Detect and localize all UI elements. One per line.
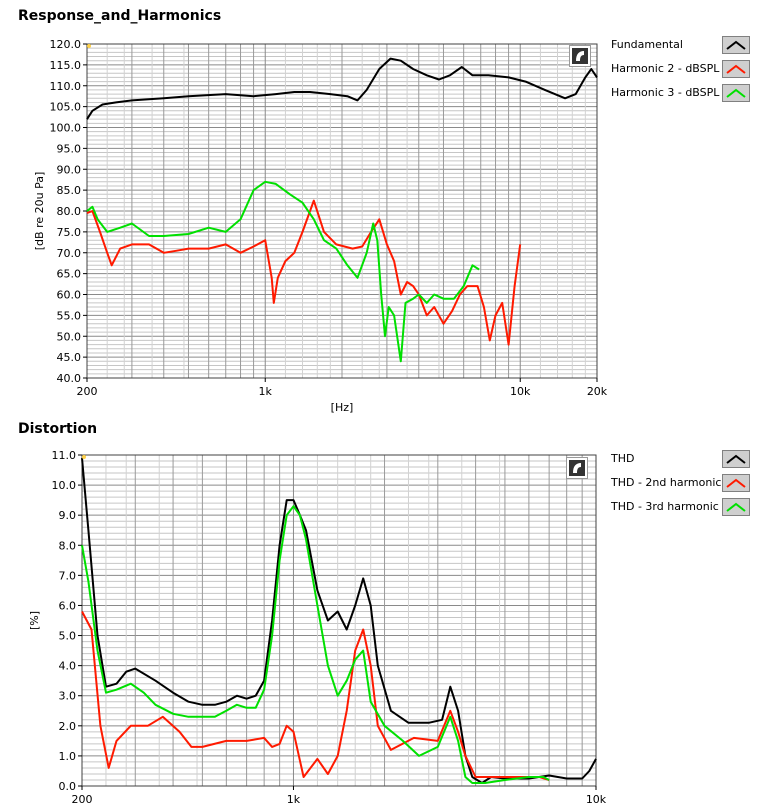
legend-swatch-icon[interactable] <box>722 84 750 102</box>
y-axis-label: [dB re 20u Pa] <box>33 172 46 251</box>
legend-entry[interactable]: Harmonic 3 - dBSPL <box>611 84 765 104</box>
y-tick-label: 9.0 <box>59 509 77 522</box>
y-tick-label: 110.0 <box>50 80 82 93</box>
y-axis-label: [%] <box>28 611 41 630</box>
legend-entry[interactable]: THD <box>611 450 765 470</box>
y-tick-label: 90.0 <box>57 163 82 176</box>
legend-swatch-icon[interactable] <box>722 450 750 468</box>
x-tick-label: 200 <box>72 793 93 804</box>
cursor-marker <box>82 455 86 459</box>
y-tick-label: 60.0 <box>57 289 82 302</box>
y-tick-label: 11.0 <box>52 449 77 462</box>
y-tick-label: 105.0 <box>50 101 82 114</box>
y-tick-label: 65.0 <box>57 268 82 281</box>
legend-swatch-icon[interactable] <box>722 474 750 492</box>
y-tick-label: 75.0 <box>57 226 82 239</box>
x-axis-label: [Hz] <box>331 401 354 414</box>
legend-swatch-icon[interactable] <box>722 60 750 78</box>
y-tick-label: 95.0 <box>57 142 82 155</box>
y-tick-label: 55.0 <box>57 309 82 322</box>
series-line-harmonic-3-dbspl <box>86 180 480 363</box>
legend-swatch-icon[interactable] <box>722 36 750 54</box>
chart-title-response: Response_and_Harmonics <box>18 8 222 24</box>
y-tick-label: 3.0 <box>59 690 77 703</box>
y-tick-label: 6.0 <box>59 599 77 612</box>
cursor-icon[interactable] <box>566 457 588 479</box>
y-tick-label: 70.0 <box>57 247 82 260</box>
x-tick-label: 1k <box>259 385 273 398</box>
y-tick-label: 1.0 <box>59 750 77 763</box>
response-chart: 120.0 115.0 110.0 105.0 100.0 95.0 90.0 85.0 80.… <box>33 38 608 414</box>
series-line-thd-3rd-harmonic <box>81 505 550 784</box>
y-tick-label: 120.0 <box>50 38 82 51</box>
distortion-chart: 11.0 10.0 9.0 8.0 7.0 6.0 5.0 4.0 3.0 2.0 1.0 0.020… <box>28 449 607 804</box>
gridlines <box>86 43 598 379</box>
y-tick-label: 115.0 <box>50 59 82 72</box>
legend-entry[interactable]: THD - 2nd harmonic <box>611 474 765 494</box>
legend-label: THD - 3rd harmonic <box>611 500 719 513</box>
y-tick-label: 40.0 <box>57 372 82 385</box>
legend-label: Fundamental <box>611 38 683 51</box>
series-line-fundamental <box>86 57 598 120</box>
series-line-harmonic-2-dbspl <box>86 199 522 346</box>
y-tick-label: 50.0 <box>57 330 82 343</box>
cursor-marker <box>87 44 91 48</box>
y-tick-label: 0.0 <box>59 780 77 793</box>
y-tick-label: 85.0 <box>57 184 82 197</box>
x-tick-label: 10k <box>586 793 607 804</box>
x-tick-label: 1k <box>287 793 301 804</box>
y-tick-label: 8.0 <box>59 539 77 552</box>
series-group <box>81 457 597 784</box>
chart-title-distortion: Distortion <box>18 421 98 437</box>
y-tick-label: 7.0 <box>59 569 77 582</box>
legend-entry[interactable]: THD - 3rd harmonic <box>611 498 765 518</box>
y-tick-label: 80.0 <box>57 205 82 218</box>
gridlines <box>81 454 597 787</box>
legend-label: THD - 2nd harmonic <box>611 476 722 489</box>
legend-entry[interactable]: Fundamental <box>611 36 765 56</box>
y-tick-label: 45.0 <box>57 351 82 364</box>
cursor-icon[interactable] <box>569 45 591 67</box>
legend-label: THD <box>611 452 635 465</box>
plot-area <box>82 455 596 786</box>
legend-label: Harmonic 2 - dBSPL <box>611 62 720 75</box>
y-tick-label: 100.0 <box>50 122 82 135</box>
y-tick-label: 10.0 <box>52 479 77 492</box>
y-tick-label: 2.0 <box>59 720 77 733</box>
series-group <box>86 57 598 363</box>
y-tick-label: 5.0 <box>59 630 77 643</box>
y-tick-label: 4.0 <box>59 660 77 673</box>
plot-frame <box>81 454 597 787</box>
legend-entry[interactable]: Harmonic 2 - dBSPL <box>611 60 765 80</box>
legend-swatch-icon[interactable] <box>722 498 750 516</box>
legend-label: Harmonic 3 - dBSPL <box>611 86 720 99</box>
series-line-thd-2nd-harmonic <box>81 611 550 781</box>
x-tick-label: 20k <box>587 385 608 398</box>
x-tick-label: 10k <box>510 385 531 398</box>
x-tick-label: 200 <box>77 385 98 398</box>
